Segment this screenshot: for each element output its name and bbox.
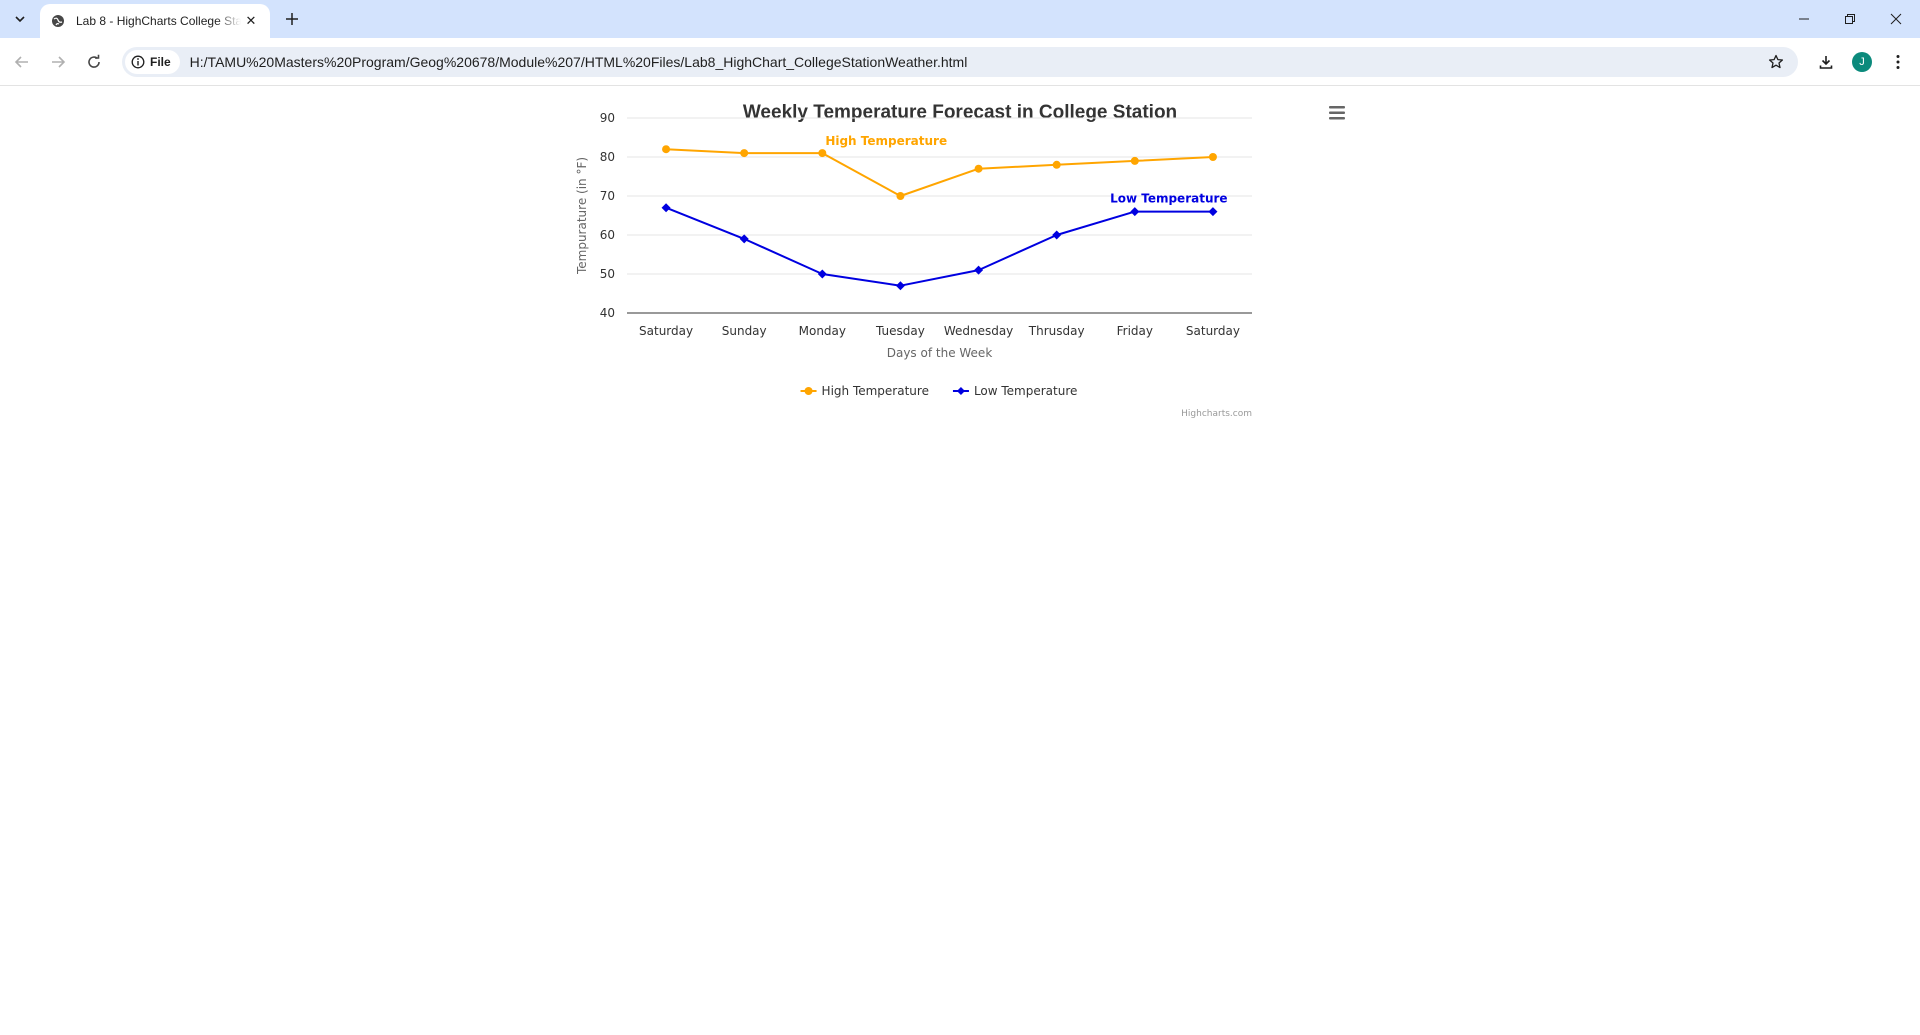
chart-title: Weekly Temperature Forecast in College S… <box>743 102 1177 123</box>
series-annotation: High Temperature <box>825 134 947 148</box>
series-annotation: Low Temperature <box>1110 192 1227 206</box>
x-tick-label: Friday <box>1117 324 1153 338</box>
close-icon <box>1890 13 1902 25</box>
y-tick-label: 80 <box>600 150 615 164</box>
series-line[interactable] <box>665 206 1213 287</box>
browser-menu-button[interactable] <box>1886 50 1910 74</box>
kebab-menu-icon <box>1896 55 1900 69</box>
data-point[interactable] <box>1130 156 1139 165</box>
data-point[interactable] <box>1052 230 1062 240</box>
x-tick-label: Wednesday <box>944 324 1013 338</box>
tab-search-button[interactable] <box>8 7 32 31</box>
data-point[interactable] <box>895 281 905 291</box>
downloads-button[interactable] <box>1814 50 1838 74</box>
legend-marker <box>804 387 813 395</box>
chart-credits-link[interactable]: Highcharts.com <box>1181 409 1252 419</box>
data-point[interactable] <box>1208 153 1217 161</box>
x-tick-label: Tuesday <box>875 324 925 338</box>
y-tick-label: 50 <box>600 267 615 281</box>
globe-icon <box>50 13 66 29</box>
data-point[interactable] <box>661 203 671 213</box>
data-point[interactable] <box>974 164 983 173</box>
data-point[interactable] <box>896 192 905 200</box>
legend-item[interactable]: High Temperature <box>800 384 929 398</box>
minimize-button[interactable] <box>1781 0 1827 38</box>
chart-series: High Temperature Low Temperature <box>661 134 1228 291</box>
arrow-left-icon <box>14 56 28 68</box>
data-point[interactable] <box>818 149 827 158</box>
legend-label[interactable]: High Temperature <box>822 384 929 398</box>
chart-axes: 40 50 60 70 80 90 Saturday Sunday Monday Tuesday W… <box>600 111 1252 338</box>
browser-tab[interactable]: Lab 8 - HighCharts College Station ✕ <box>40 4 270 38</box>
series-line[interactable] <box>666 148 1213 197</box>
browser-toolbar: File H:/TAMU%20Masters%20Program/Geog%20… <box>0 38 1920 86</box>
forward-button[interactable] <box>46 50 70 74</box>
close-window-button[interactable] <box>1873 0 1919 38</box>
info-icon <box>131 55 145 69</box>
data-point[interactable] <box>739 234 749 244</box>
minimize-icon <box>1799 18 1809 20</box>
restore-icon <box>1845 14 1855 24</box>
close-tab-icon[interactable]: ✕ <box>245 13 257 28</box>
chart-container: Weekly Temperature Forecast in College S… <box>570 86 1350 496</box>
y-tick-label: 60 <box>600 228 615 242</box>
x-tick-label: Sunday <box>722 324 767 338</box>
restore-button[interactable] <box>1827 0 1873 38</box>
data-point[interactable] <box>662 145 671 154</box>
x-tick-label: Monday <box>799 324 846 338</box>
data-point[interactable] <box>817 269 827 279</box>
temperature-chart: Weekly Temperature Forecast in College S… <box>575 102 1350 419</box>
address-bar[interactable]: File H:/TAMU%20Masters%20Program/Geog%20… <box>122 47 1798 77</box>
x-axis-title: Days of the Week <box>887 346 993 360</box>
data-point[interactable] <box>740 149 749 158</box>
hamburger-menu-icon <box>1329 106 1345 120</box>
new-tab-button[interactable] <box>280 7 304 31</box>
arrow-right-icon <box>52 56 66 68</box>
back-button[interactable] <box>10 50 34 74</box>
star-icon <box>1768 54 1784 69</box>
chart-context-menu-button[interactable] <box>1322 103 1350 125</box>
chart-legend: High Temperature Low Temperature <box>800 384 1077 398</box>
y-tick-label: 70 <box>600 189 615 203</box>
plus-icon <box>286 13 298 25</box>
tab-title: Lab 8 - HighCharts College Station <box>76 14 241 28</box>
legend-label[interactable]: Low Temperature <box>974 384 1077 398</box>
site-info-chip[interactable]: File <box>125 50 180 74</box>
data-point[interactable] <box>1130 207 1140 217</box>
data-point[interactable] <box>1052 160 1061 169</box>
chart-gridlines <box>627 117 1252 275</box>
data-point[interactable] <box>1208 207 1218 217</box>
y-tick-label: 40 <box>600 306 615 320</box>
data-point[interactable] <box>974 265 984 275</box>
download-icon <box>1819 56 1833 69</box>
browser-tab-strip: Lab 8 - HighCharts College Station ✕ <box>0 0 1920 38</box>
chevron-down-icon <box>15 16 25 23</box>
legend-marker <box>956 387 965 395</box>
y-axis-title: Tempurature (in °F) <box>575 157 589 275</box>
series-low-temperature[interactable]: Low Temperature <box>661 192 1228 291</box>
reload-button[interactable] <box>82 50 106 74</box>
reload-icon <box>88 54 100 68</box>
avatar: J <box>1852 52 1872 72</box>
x-tick-label: Saturday <box>639 324 693 338</box>
x-tick-label: Thrusday <box>1028 324 1085 338</box>
url-text[interactable]: H:/TAMU%20Masters%20Program/Geog%20678/M… <box>189 54 968 70</box>
x-tick-label: Saturday <box>1186 324 1240 338</box>
site-chip-label: File <box>150 55 171 69</box>
legend-item[interactable]: Low Temperature <box>952 384 1077 398</box>
y-tick-label: 90 <box>600 111 615 125</box>
profile-button[interactable]: J <box>1850 50 1874 74</box>
bookmark-button[interactable] <box>1766 52 1786 72</box>
series-high-temperature[interactable]: High Temperature <box>662 134 1217 200</box>
